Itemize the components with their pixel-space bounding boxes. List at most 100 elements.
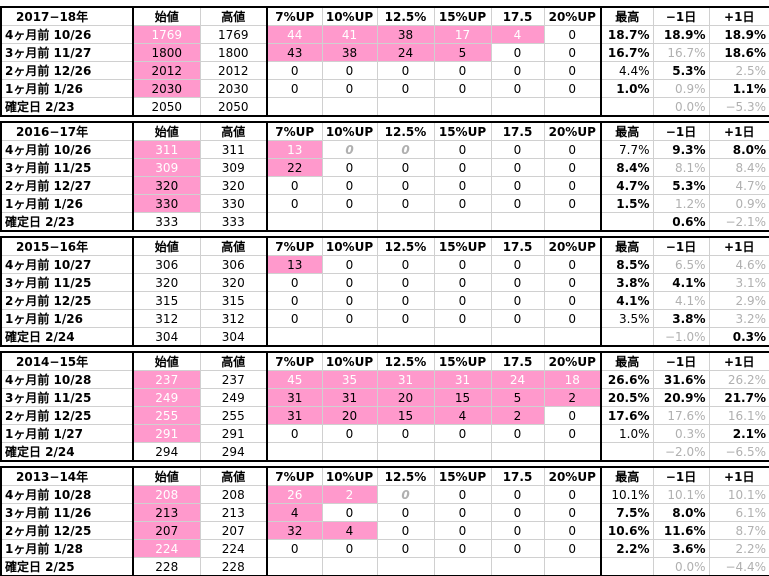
column-header[interactable]: 始値 bbox=[132, 236, 201, 256]
data-cell[interactable]: 8.4% bbox=[708, 158, 769, 177]
data-cell[interactable]: 320 bbox=[199, 273, 268, 292]
data-cell[interactable] bbox=[266, 557, 323, 576]
data-cell[interactable]: 20 bbox=[321, 406, 378, 425]
data-cell[interactable]: 18.6% bbox=[708, 43, 769, 62]
data-cell[interactable]: 3.6% bbox=[652, 539, 710, 558]
row-label[interactable]: 2ヶ月前 12/27 bbox=[0, 176, 134, 195]
data-cell[interactable] bbox=[600, 212, 654, 232]
data-cell[interactable]: 0 bbox=[543, 43, 602, 62]
data-cell[interactable]: 0 bbox=[543, 273, 602, 292]
data-cell[interactable]: 315 bbox=[199, 291, 268, 310]
data-cell[interactable]: 3.1% bbox=[708, 273, 769, 292]
data-cell[interactable]: 330 bbox=[199, 194, 268, 213]
block-title[interactable]: 2014−15年 bbox=[0, 351, 134, 371]
data-cell[interactable]: 18.7% bbox=[600, 25, 654, 44]
data-cell[interactable]: 38 bbox=[376, 25, 435, 44]
data-cell[interactable] bbox=[376, 442, 435, 462]
data-cell[interactable]: 0 bbox=[490, 79, 545, 98]
data-cell[interactable]: 255 bbox=[132, 406, 201, 425]
data-cell[interactable]: 2 bbox=[490, 406, 545, 425]
column-header[interactable]: 15%UP bbox=[433, 351, 492, 371]
column-header[interactable]: 17.5 bbox=[490, 236, 545, 256]
data-cell[interactable]: 1.5% bbox=[600, 194, 654, 213]
data-cell[interactable]: 2.5% bbox=[708, 61, 769, 80]
data-cell[interactable]: 0 bbox=[490, 521, 545, 540]
data-cell[interactable]: 4.1% bbox=[652, 291, 710, 310]
data-cell[interactable]: 8.4% bbox=[600, 158, 654, 177]
column-header[interactable]: 7%UP bbox=[266, 351, 323, 371]
column-header[interactable]: 始値 bbox=[132, 121, 201, 141]
data-cell[interactable]: 17 bbox=[433, 25, 492, 44]
data-cell[interactable]: 4 bbox=[433, 406, 492, 425]
data-cell[interactable]: 45 bbox=[266, 370, 323, 389]
data-cell[interactable]: 1769 bbox=[199, 25, 268, 44]
column-header[interactable]: 17.5 bbox=[490, 466, 545, 486]
data-cell[interactable]: 8.5% bbox=[600, 255, 654, 274]
row-label[interactable]: 2ヶ月前 12/25 bbox=[0, 291, 134, 310]
data-cell[interactable]: 320 bbox=[132, 273, 201, 292]
data-cell[interactable]: −5.3% bbox=[708, 97, 769, 117]
data-cell[interactable]: 0 bbox=[266, 424, 323, 443]
data-cell[interactable]: 207 bbox=[199, 521, 268, 540]
data-cell[interactable]: 315 bbox=[132, 291, 201, 310]
data-cell[interactable]: 44 bbox=[266, 25, 323, 44]
data-cell[interactable]: 0 bbox=[490, 43, 545, 62]
column-header[interactable]: −1日 bbox=[652, 6, 710, 26]
data-cell[interactable]: 224 bbox=[132, 539, 201, 558]
column-header[interactable]: 12.5% bbox=[376, 466, 435, 486]
data-cell[interactable]: 31 bbox=[376, 370, 435, 389]
data-cell[interactable] bbox=[543, 327, 602, 347]
data-cell[interactable]: 207 bbox=[132, 521, 201, 540]
column-header[interactable]: 始値 bbox=[132, 351, 201, 371]
data-cell[interactable]: 4.1% bbox=[600, 291, 654, 310]
data-cell[interactable] bbox=[376, 327, 435, 347]
data-cell[interactable]: 291 bbox=[132, 424, 201, 443]
data-cell[interactable] bbox=[490, 212, 545, 232]
data-cell[interactable]: 294 bbox=[199, 442, 268, 462]
data-cell[interactable]: 237 bbox=[199, 370, 268, 389]
data-cell[interactable]: 1769 bbox=[132, 25, 201, 44]
row-label[interactable]: 確定日 2/25 bbox=[0, 557, 134, 576]
row-label[interactable]: 2ヶ月前 12/26 bbox=[0, 61, 134, 80]
data-cell[interactable]: 0.0% bbox=[652, 97, 710, 117]
column-header[interactable]: 15%UP bbox=[433, 466, 492, 486]
data-cell[interactable]: 0 bbox=[490, 158, 545, 177]
data-cell[interactable]: 0 bbox=[266, 309, 323, 328]
data-cell[interactable]: 0 bbox=[376, 291, 435, 310]
data-cell[interactable]: 0 bbox=[543, 521, 602, 540]
data-cell[interactable]: 0 bbox=[433, 273, 492, 292]
data-cell[interactable]: 3.2% bbox=[708, 309, 769, 328]
data-cell[interactable]: 0 bbox=[321, 194, 378, 213]
data-cell[interactable]: 0.9% bbox=[652, 79, 710, 98]
data-cell[interactable]: 0 bbox=[376, 140, 435, 159]
data-cell[interactable]: 35 bbox=[321, 370, 378, 389]
data-cell[interactable]: 0 bbox=[543, 194, 602, 213]
data-cell[interactable]: 0 bbox=[490, 503, 545, 522]
data-cell[interactable]: 0.9% bbox=[708, 194, 769, 213]
column-header[interactable]: 15%UP bbox=[433, 121, 492, 141]
data-cell[interactable]: −4.4% bbox=[708, 557, 769, 576]
data-cell[interactable]: 2.1% bbox=[708, 424, 769, 443]
data-cell[interactable]: 0 bbox=[266, 176, 323, 195]
data-cell[interactable]: 43 bbox=[266, 43, 323, 62]
column-header[interactable]: 7%UP bbox=[266, 121, 323, 141]
row-label[interactable]: 3ヶ月前 11/25 bbox=[0, 388, 134, 407]
data-cell[interactable]: 16.7% bbox=[652, 43, 710, 62]
data-cell[interactable]: 17.6% bbox=[600, 406, 654, 425]
data-cell[interactable]: 2030 bbox=[132, 79, 201, 98]
column-header[interactable]: +1日 bbox=[708, 121, 769, 141]
column-header[interactable]: 10%UP bbox=[321, 236, 378, 256]
data-cell[interactable] bbox=[376, 212, 435, 232]
column-header[interactable]: 7%UP bbox=[266, 236, 323, 256]
column-header[interactable]: 20%UP bbox=[543, 466, 602, 486]
data-cell[interactable]: 13 bbox=[266, 140, 323, 159]
data-cell[interactable]: 0 bbox=[321, 158, 378, 177]
column-header[interactable]: 7%UP bbox=[266, 6, 323, 26]
data-cell[interactable]: 9.3% bbox=[652, 140, 710, 159]
data-cell[interactable]: 20.5% bbox=[600, 388, 654, 407]
data-cell[interactable]: 0 bbox=[490, 140, 545, 159]
data-cell[interactable]: 11.6% bbox=[652, 521, 710, 540]
data-cell[interactable]: 38 bbox=[321, 43, 378, 62]
data-cell[interactable]: 0 bbox=[376, 485, 435, 504]
data-cell[interactable]: 0 bbox=[490, 539, 545, 558]
